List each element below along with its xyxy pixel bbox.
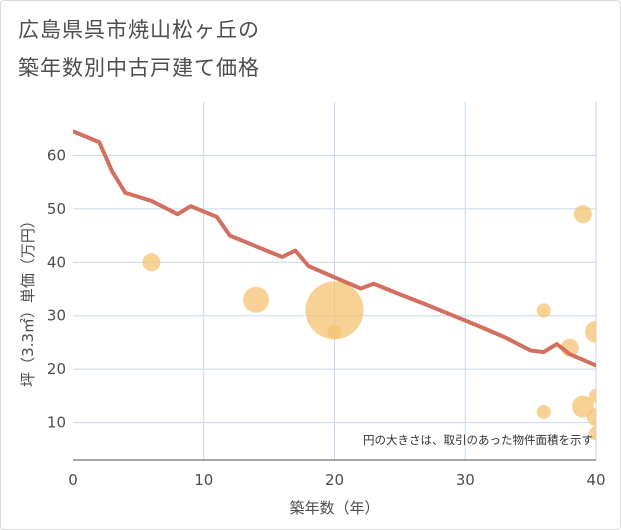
bubble-point xyxy=(142,253,160,271)
y-axis-label: 坪（3.3㎡）単価（万円） xyxy=(19,213,37,387)
bubble-point xyxy=(328,325,342,339)
x-tick-label: 30 xyxy=(456,471,475,489)
x-tick-labels: 0 10 20 30 40 xyxy=(68,471,605,489)
y-tick-label: 60 xyxy=(47,146,66,164)
x-tick-label: 40 xyxy=(586,471,605,489)
bubble-point xyxy=(574,205,592,223)
y-tick-label: 50 xyxy=(47,200,66,218)
y-tick-labels: 10 20 30 40 50 60 xyxy=(47,146,66,431)
x-tick-label: 10 xyxy=(194,471,213,489)
x-axis-label: 築年数（年） xyxy=(289,499,379,517)
bubble-point xyxy=(589,389,603,403)
bubble-point xyxy=(585,321,607,343)
y-tick-label: 20 xyxy=(47,360,66,378)
bubble-point xyxy=(537,405,551,419)
bubble-size-note: 円の大きさは、取引のあった物件面積を示す xyxy=(363,433,593,447)
x-tick-label: 20 xyxy=(325,471,344,489)
bubble-point xyxy=(537,303,551,317)
chart-svg: 0 10 20 30 40 10 20 30 40 50 60 築年数（年） 坪（3.3㎡）単価（… xyxy=(0,0,621,530)
y-tick-label: 40 xyxy=(47,253,66,271)
x-tick-label: 0 xyxy=(68,471,78,489)
y-tick-label: 10 xyxy=(47,414,66,432)
y-tick-label: 30 xyxy=(47,307,66,325)
bubble-point xyxy=(243,287,269,313)
bubble-point xyxy=(587,408,605,426)
